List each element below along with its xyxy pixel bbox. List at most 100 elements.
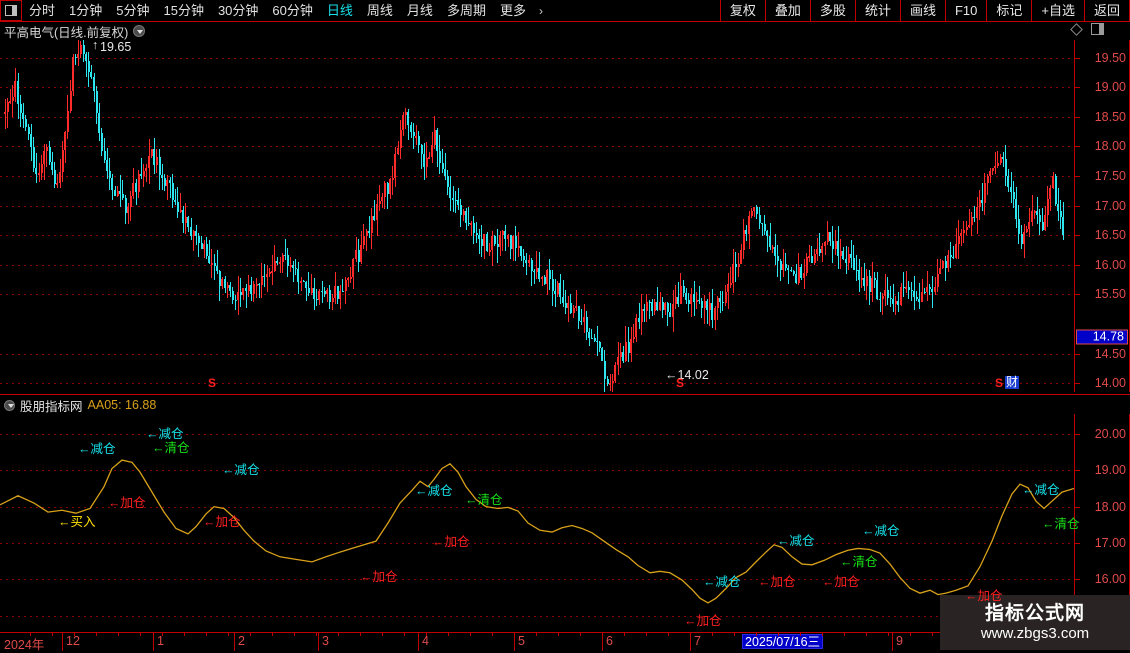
price-tickmark-10: [1075, 383, 1080, 385]
date-axis[interactable]: 2024年 12 1 2 3 4 5 6 7 9 2025/07/16三: [0, 632, 1130, 652]
toolbar-button-5[interactable]: F10: [944, 0, 986, 21]
period-tab-1[interactable]: 1分钟: [69, 3, 103, 18]
indicator-line: [0, 459, 1074, 604]
candle-wick: [198, 233, 200, 257]
toolbar-button-6[interactable]: 标记: [986, 0, 1031, 21]
candle: [231, 291, 234, 300]
chart-marker-sell: S: [995, 376, 1004, 390]
candle: [1036, 210, 1039, 216]
candle: [208, 256, 211, 264]
candle: [111, 177, 114, 191]
candle-wick: [476, 222, 478, 244]
candle: [98, 113, 101, 134]
signal-label-add: ←加仓: [965, 589, 1003, 603]
toolbar-button-1[interactable]: 叠加: [764, 0, 810, 21]
period-tab-5[interactable]: 60分钟: [272, 3, 313, 18]
candle: [734, 263, 737, 268]
candle: [902, 286, 905, 288]
candle: [585, 316, 588, 333]
candle: [517, 246, 520, 249]
candle: [347, 277, 350, 281]
candle: [1054, 176, 1057, 204]
candle: [703, 301, 706, 309]
candle-wick: [926, 271, 928, 302]
candle-wick: [667, 302, 669, 327]
period-tab-0[interactable]: 分时: [29, 3, 56, 18]
chevron-down-circle-icon[interactable]: [133, 25, 146, 37]
period-tab-2[interactable]: 5分钟: [116, 3, 150, 18]
date-minor-tick: [118, 633, 119, 636]
date-minor-tick: [822, 633, 823, 636]
candle: [72, 57, 75, 92]
candle: [721, 301, 724, 303]
period-tab-6[interactable]: 日线: [326, 3, 353, 18]
candle-wick: [649, 300, 651, 319]
period-tab-9[interactable]: 多周期: [446, 3, 486, 18]
period-tab-10[interactable]: 更多: [499, 3, 526, 18]
date-tick-5: 4: [422, 634, 429, 648]
candle: [1010, 187, 1013, 192]
candle-wick: [808, 244, 810, 263]
candle: [528, 259, 530, 263]
candle: [77, 53, 80, 59]
candle-wick: [38, 162, 40, 183]
candle: [30, 133, 33, 148]
candle: [103, 151, 106, 160]
candle: [850, 254, 853, 258]
chevron-right-icon[interactable]: ›: [538, 3, 543, 18]
period-tab-8[interactable]: 月线: [406, 3, 433, 18]
candle-wick: [824, 240, 826, 255]
toolbar-button-0[interactable]: 复权: [719, 0, 765, 21]
candle: [38, 172, 41, 175]
price-tickmark-6: [1075, 235, 1080, 237]
candle: [82, 44, 85, 54]
candle-wick: [850, 240, 852, 268]
candle: [792, 270, 795, 274]
candle-wick: [303, 279, 305, 283]
candle: [651, 302, 654, 311]
date-tick-6: 5: [518, 634, 525, 648]
candle: [1007, 176, 1010, 188]
candle: [368, 231, 371, 233]
toolbar-button-8[interactable]: 返回: [1083, 0, 1130, 21]
candle: [486, 233, 489, 251]
panel-split-icon[interactable]: [1091, 23, 1104, 35]
candle: [1033, 210, 1036, 213]
candle: [656, 301, 659, 311]
price-gridline-1: [0, 87, 1074, 89]
diamond-icon[interactable]: [1070, 22, 1083, 36]
candle-wick: [290, 257, 292, 272]
candle-wick: [911, 281, 913, 302]
candle: [496, 244, 499, 247]
candle: [944, 261, 947, 269]
toolbar-button-4[interactable]: 画线: [899, 0, 945, 21]
date-minor-tick: [492, 633, 493, 636]
toolbar-button-7[interactable]: +自选: [1031, 0, 1084, 21]
period-tab-7[interactable]: 周线: [366, 3, 393, 18]
low-price-annotation: ←14.02: [665, 368, 709, 382]
price-chart[interactable]: 19.65 ↑ ←14.02 S S 财 S: [0, 40, 1074, 392]
candle: [876, 279, 879, 299]
candle: [960, 232, 963, 236]
toolbar-button-3[interactable]: 统计: [854, 0, 900, 21]
date-tick-9: 9: [896, 634, 903, 648]
candle: [931, 289, 934, 293]
period-tab-4[interactable]: 30分钟: [217, 3, 259, 18]
price-tick-4: 17.50: [1094, 169, 1126, 184]
candle-wick: [659, 292, 661, 311]
period-tab-3[interactable]: 15分钟: [163, 3, 204, 18]
candle: [918, 298, 921, 302]
chevron-down-circle-icon[interactable]: [4, 399, 15, 411]
candle: [782, 264, 785, 270]
candle-wick: [819, 233, 821, 256]
candle: [190, 226, 193, 237]
candle: [454, 200, 457, 202]
candle-wick: [266, 264, 268, 293]
high-price-arrow-icon: ↑: [92, 40, 99, 52]
candle: [1012, 191, 1015, 199]
panel-split-icon[interactable]: [0, 0, 22, 21]
candle: [839, 251, 842, 257]
toolbar-button-2[interactable]: 多股: [809, 0, 855, 21]
candle-wick: [903, 271, 905, 297]
indicator-chart[interactable]: [0, 414, 1074, 632]
